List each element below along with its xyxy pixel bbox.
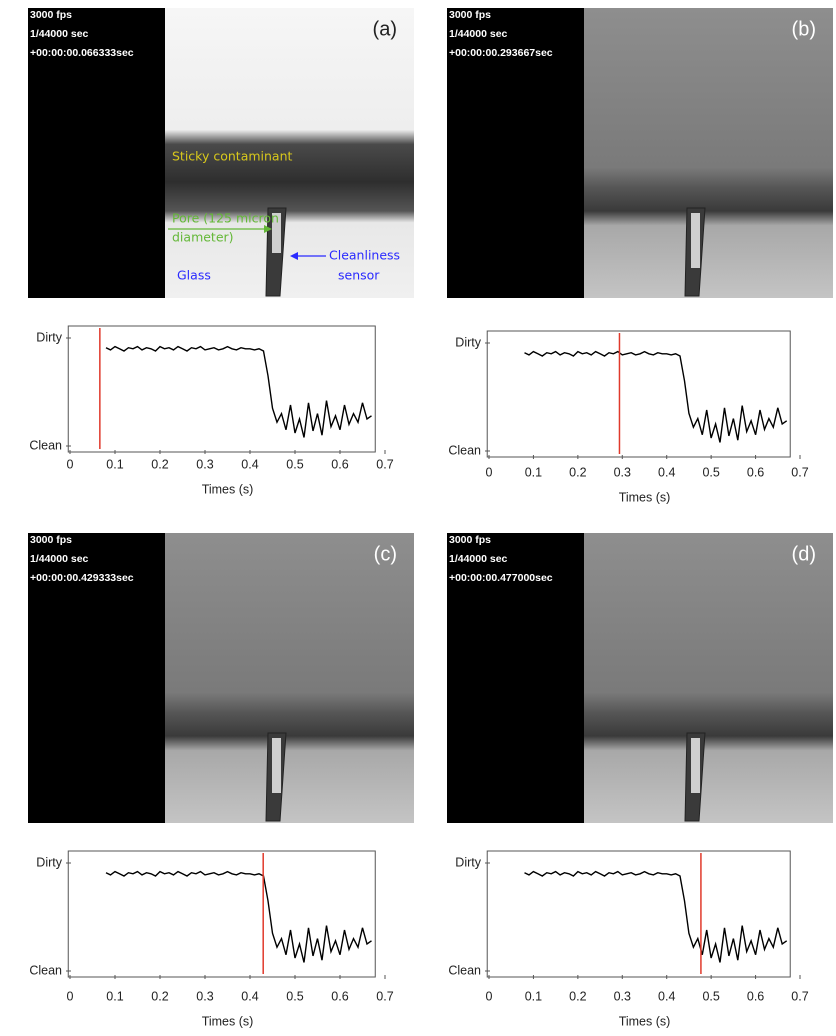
x-tick-label: 0.6 xyxy=(747,465,764,479)
x-tick-label: 0.1 xyxy=(106,457,123,471)
frame-rate: 3000 fps xyxy=(30,9,72,21)
x-tick-label: 0.6 xyxy=(331,457,348,471)
photo-mask xyxy=(28,533,165,823)
x-tick-label: 0.4 xyxy=(658,989,675,1003)
annotation: sensor xyxy=(338,268,380,283)
panel-label: (b) xyxy=(792,18,816,40)
x-tick-label: 0 xyxy=(67,989,74,1003)
x-axis-label: Times (s) xyxy=(202,482,254,496)
y-tick-label: Dirty xyxy=(455,335,481,349)
annotation: Cleanliness xyxy=(329,248,400,263)
frame-rate: 3000 fps xyxy=(449,9,491,21)
annotation: Sticky contaminant xyxy=(172,149,293,164)
signal-line xyxy=(105,345,372,438)
panel-label: (d) xyxy=(792,543,816,565)
x-tick-label: 0.7 xyxy=(791,465,808,479)
x-tick-label: 0.3 xyxy=(196,457,213,471)
x-tick-label: 0.2 xyxy=(151,989,168,1003)
y-tick-label: Dirty xyxy=(455,855,481,869)
x-tick-label: 0.5 xyxy=(702,989,719,1003)
x-axis-label: Times (s) xyxy=(619,490,671,504)
panel-label: (c) xyxy=(374,543,397,565)
x-axis-label: Times (s) xyxy=(619,1014,671,1028)
plot-frame xyxy=(67,850,376,978)
x-tick-label: 0.6 xyxy=(747,989,764,1003)
x-tick-label: 0.6 xyxy=(331,989,348,1003)
x-tick-label: 0.3 xyxy=(614,465,631,479)
signal-line xyxy=(524,350,788,443)
plot-frame xyxy=(67,325,376,453)
arrow-head xyxy=(290,252,298,260)
x-tick-label: 0.7 xyxy=(376,457,393,471)
annotation: diameter) xyxy=(172,230,234,245)
x-tick-label: 0.4 xyxy=(658,465,675,479)
timestamp: +00:00:00.293667sec xyxy=(449,47,553,59)
y-tick-label: Clean xyxy=(448,443,481,457)
x-tick-label: 0 xyxy=(486,465,493,479)
x-tick-label: 0.2 xyxy=(569,465,586,479)
x-tick-label: 0.7 xyxy=(376,989,393,1003)
x-tick-label: 0.4 xyxy=(241,989,258,1003)
tube-core xyxy=(691,213,700,268)
x-tick-label: 0.1 xyxy=(525,465,542,479)
frame-rate: 3000 fps xyxy=(30,534,72,546)
x-tick-label: 0 xyxy=(67,457,74,471)
y-tick-label: Clean xyxy=(29,963,62,977)
arrow-head xyxy=(264,225,272,233)
shutter: 1/44000 sec xyxy=(30,553,89,565)
photo-mask xyxy=(447,8,584,298)
annotation: Pore (125 micron xyxy=(172,211,279,226)
timestamp: +00:00:00.477000sec xyxy=(449,572,553,584)
x-tick-label: 0.2 xyxy=(151,457,168,471)
timestamp: +00:00:00.429333sec xyxy=(30,572,134,584)
shutter: 1/44000 sec xyxy=(449,28,508,40)
x-tick-label: 0.3 xyxy=(614,989,631,1003)
x-tick-label: 0.1 xyxy=(525,989,542,1003)
tube-core xyxy=(272,738,281,793)
signal-line xyxy=(105,870,372,963)
signal-line xyxy=(524,870,788,963)
x-tick-label: 0.3 xyxy=(196,989,213,1003)
x-tick-label: 0.5 xyxy=(286,457,303,471)
x-tick-label: 0.5 xyxy=(286,989,303,1003)
y-tick-label: Dirty xyxy=(36,330,62,344)
timestamp: +00:00:00.066333sec xyxy=(30,47,134,59)
x-tick-label: 0.7 xyxy=(791,989,808,1003)
photo-mask xyxy=(28,8,165,298)
x-axis-label: Times (s) xyxy=(202,1014,254,1028)
plot-frame xyxy=(486,850,791,978)
x-tick-label: 0.2 xyxy=(569,989,586,1003)
shutter: 1/44000 sec xyxy=(449,553,508,565)
y-tick-label: Dirty xyxy=(36,855,62,869)
photo-mask xyxy=(447,533,584,823)
panel-label: (a) xyxy=(373,18,397,40)
tube-core xyxy=(272,213,281,253)
plot-frame xyxy=(486,330,791,458)
x-tick-label: 0.4 xyxy=(241,457,258,471)
frame-rate: 3000 fps xyxy=(449,534,491,546)
x-tick-label: 0.5 xyxy=(702,465,719,479)
y-tick-label: Clean xyxy=(29,438,62,452)
x-tick-label: 0.1 xyxy=(106,989,123,1003)
annotation: Glass xyxy=(177,268,211,283)
y-tick-label: Clean xyxy=(448,963,481,977)
shutter: 1/44000 sec xyxy=(30,28,89,40)
x-tick-label: 0 xyxy=(486,989,493,1003)
tube-core xyxy=(691,738,700,793)
